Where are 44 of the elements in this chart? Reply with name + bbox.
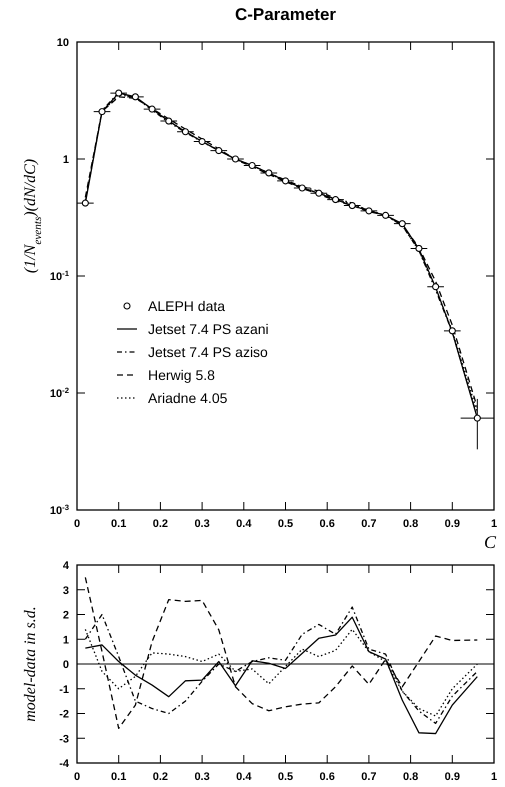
x-tick-label: 0.5 xyxy=(278,771,294,783)
x-tick-label: 0 xyxy=(74,771,80,783)
y-tick-label: 10 xyxy=(56,37,69,49)
y-tick-label: 0 xyxy=(62,659,69,671)
y-tick-label: -3 xyxy=(59,733,69,746)
x-tick-label: 0.4 xyxy=(236,771,252,783)
y-axis-title: model-data in s.d. xyxy=(22,606,39,722)
legend-label: Jetset 7.4 PS aziso xyxy=(148,344,268,360)
x-tick-label: 0.6 xyxy=(320,771,335,783)
x-tick-label: 0.2 xyxy=(152,771,168,783)
x-tick-label: 1 xyxy=(490,771,498,783)
y-tick-label: 10$^{-2}$ xyxy=(50,386,69,400)
x-tick-label: 0.4 xyxy=(236,518,252,530)
x-tick-label: 0.3 xyxy=(194,771,210,783)
x-tick-label: 1 xyxy=(490,518,498,530)
legend-label: Ariadne 4.05 xyxy=(148,390,228,406)
y-tick-label: -2 xyxy=(59,708,69,720)
y-tick-label: -4 xyxy=(59,758,70,770)
x-tick-label: 0.6 xyxy=(320,518,335,530)
x-tick-label: 0.8 xyxy=(402,518,418,530)
x-tick-label: 0.7 xyxy=(361,518,377,530)
y-tick-label: 10$^{-1}$ xyxy=(50,268,70,283)
x-tick-label: 0.9 xyxy=(444,771,460,783)
x-tick-label: 0.7 xyxy=(361,771,377,783)
y-tick-label: -1 xyxy=(59,684,69,696)
legend-label: Herwig 5.8 xyxy=(148,367,216,383)
y-tick-label: 1 xyxy=(62,634,69,646)
x-tick-label: 0.1 xyxy=(111,771,126,783)
x-tick-label: 0.8 xyxy=(402,771,418,783)
x-tick-label: 0 xyxy=(74,518,80,530)
x-tick-label: 0.3 xyxy=(194,518,210,530)
y-tick-label: 1 xyxy=(62,154,69,166)
y-tick-label: 3 xyxy=(62,584,69,597)
x-tick-label: 0.1 xyxy=(111,518,126,530)
y-tick-label: 4 xyxy=(62,560,70,572)
y-tick-label: 10$^{-3}$ xyxy=(50,502,69,517)
y-tick-label: 2 xyxy=(62,610,69,622)
x-axis-title: C xyxy=(484,532,497,552)
chart-title: C-Parameter xyxy=(234,5,336,24)
legend-label: Jetset 7.4 PS azani xyxy=(148,321,269,337)
x-tick-label: 0.9 xyxy=(444,518,460,530)
legend-label: ALEPH data xyxy=(148,298,226,314)
x-tick-label: 0.5 xyxy=(278,518,294,530)
x-tick-label: 0.2 xyxy=(152,518,168,530)
